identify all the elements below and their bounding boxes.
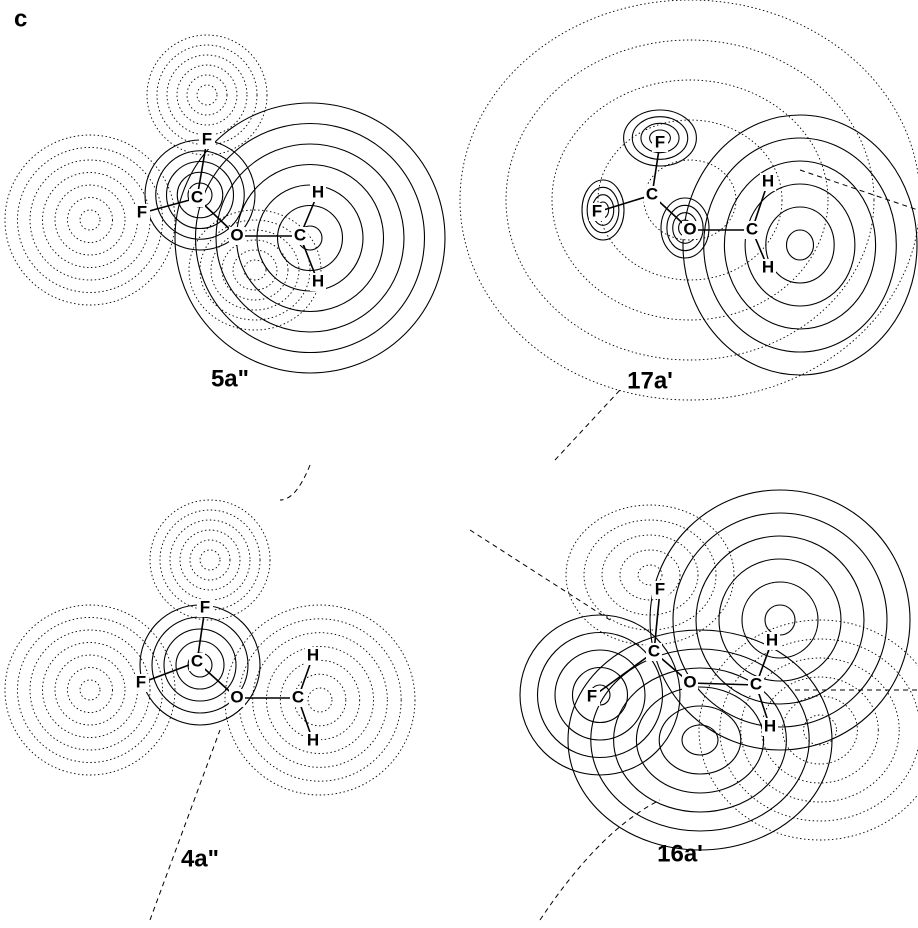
atom-label: O	[683, 219, 696, 238]
orbital-label: 5a"	[211, 365, 249, 392]
atom-label: H	[307, 645, 319, 664]
background	[0, 0, 918, 928]
orbital-label: 4a"	[181, 845, 219, 872]
atom-label: C	[750, 674, 762, 693]
atom-label: O	[683, 672, 696, 691]
atom-label: H	[307, 730, 319, 749]
atom-label: C	[294, 225, 306, 244]
atom-label: O	[230, 687, 243, 706]
figure: c FFCOCHH5a"FFCOCHH17a'FFCOCHH4a"FFCOCHH…	[0, 0, 918, 928]
atom-label: F	[202, 129, 212, 148]
atom-label: H	[766, 630, 778, 649]
atom-label: H	[764, 716, 776, 735]
atom-label: F	[136, 672, 146, 691]
atom-label: C	[648, 641, 660, 660]
atom-label: O	[230, 225, 243, 244]
atom-label: H	[762, 171, 774, 190]
atom-label: C	[646, 184, 658, 203]
atom-label: C	[746, 219, 758, 238]
atom-label: F	[655, 579, 665, 598]
panel-label: c	[14, 5, 27, 32]
atom-label: F	[592, 201, 602, 220]
atom-label: F	[137, 202, 147, 221]
orbital-label: 17a'	[627, 367, 673, 394]
atom-label: F	[655, 132, 665, 151]
atom-label: C	[292, 687, 304, 706]
atom-label: F	[587, 686, 597, 705]
atom-label: C	[191, 187, 203, 206]
atom-label: H	[312, 271, 324, 290]
atom-label: H	[762, 257, 774, 276]
orbital-label: 16a'	[657, 840, 703, 867]
atom-label: C	[191, 651, 203, 670]
atom-label: H	[312, 182, 324, 201]
atom-label: F	[200, 597, 210, 616]
